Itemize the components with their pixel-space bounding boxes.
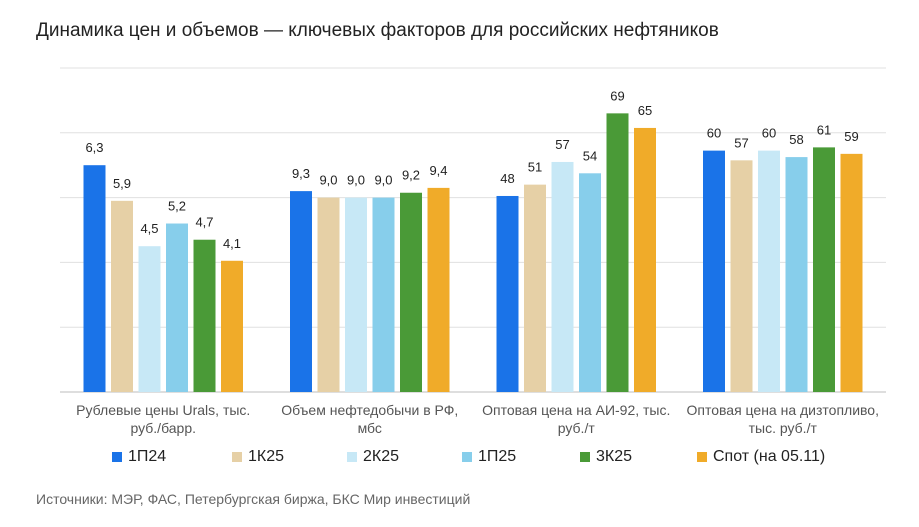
data-label: 9,0 [319, 173, 337, 188]
legend: 1П24 1К25 2К25 1П25 3К25 Спот (на 05.11) [0, 448, 919, 470]
legend-item: 1П25 [462, 448, 516, 466]
source-note: Источники: МЭР, ФАС, Петербургская биржа… [36, 491, 471, 507]
data-label: 48 [500, 171, 514, 186]
data-label: 54 [583, 148, 597, 163]
data-label: 60 [762, 126, 776, 141]
category-label: Рублевые цены Urals, тыс. [76, 402, 250, 418]
legend-swatch [580, 452, 590, 462]
bar [785, 157, 808, 392]
data-label: 4,1 [223, 236, 241, 251]
category-label: Оптовая цена на дизтопливо, [687, 402, 880, 418]
data-label: 69 [610, 88, 624, 103]
bar [83, 165, 106, 392]
bar [579, 173, 601, 392]
legend-label: 3К25 [596, 448, 633, 465]
data-label: 9,0 [347, 173, 365, 188]
category-label: тыс. руб./т [749, 420, 818, 436]
bar [290, 191, 312, 392]
data-label: 51 [528, 160, 542, 175]
bar [524, 184, 546, 392]
category-label: руб./т [558, 420, 596, 436]
data-label: 57 [734, 135, 748, 150]
bar [400, 192, 422, 392]
bar-chart: 6,3 5,9 4,5 5,2 4,7 4,1 Рублевые цены Urals, т… [60, 67, 886, 436]
data-label: 6,3 [85, 140, 103, 155]
category-label: Оптовая цена на АИ-92, тыс. [482, 402, 670, 418]
bar [758, 150, 780, 392]
category-label: руб./барр. [130, 420, 196, 436]
data-label: 65 [638, 103, 652, 118]
bar [138, 246, 161, 392]
legend-item: 1К25 [232, 448, 284, 466]
bar [111, 200, 133, 392]
bar [372, 197, 395, 392]
bar [166, 223, 188, 392]
legend-item: Спот (на 05.11) [697, 448, 825, 466]
data-label: 9,2 [402, 168, 420, 183]
data-label: 9,3 [292, 166, 310, 181]
legend-swatch [112, 452, 122, 462]
bar [606, 113, 629, 393]
legend-label: 2К25 [363, 448, 400, 465]
data-label: 59 [844, 129, 858, 144]
bar [840, 153, 863, 392]
data-label: 61 [817, 122, 831, 137]
data-label: 4,7 [195, 215, 213, 230]
legend-swatch [697, 452, 707, 462]
legend-swatch [347, 452, 357, 462]
bar [496, 195, 519, 392]
data-label: 57 [555, 137, 569, 152]
legend-item: 2К25 [347, 448, 399, 466]
legend-label: 1П24 [128, 448, 167, 465]
data-label: 4,5 [140, 221, 158, 236]
bar [221, 260, 243, 392]
bar [193, 239, 216, 392]
legend-swatch [462, 452, 472, 462]
bar [345, 197, 367, 392]
data-label: 58 [789, 132, 803, 147]
bar [730, 160, 753, 392]
legend-item: 3К25 [580, 448, 632, 466]
legend-item: 1П24 [112, 448, 166, 466]
data-label: 9,0 [374, 173, 392, 188]
legend-label: Спот (на 05.11) [713, 448, 826, 465]
bar [813, 147, 835, 392]
bar [427, 187, 450, 392]
bar [551, 161, 574, 392]
chart-title: Динамика цен и объемов — ключевых фактор… [36, 20, 719, 41]
legend-swatch [232, 452, 242, 462]
data-label: 9,4 [429, 163, 447, 178]
category-label: мбс [358, 420, 382, 436]
data-label: 5,2 [168, 199, 186, 214]
data-label: 5,9 [113, 176, 131, 191]
data-label: 60 [707, 126, 721, 141]
bar [634, 127, 656, 392]
legend-label: 1П25 [478, 448, 517, 465]
legend-label: 1К25 [248, 448, 285, 465]
bar [317, 197, 340, 392]
category-label: Объем нефтедобычи в РФ, [281, 402, 458, 418]
bar [703, 150, 725, 392]
